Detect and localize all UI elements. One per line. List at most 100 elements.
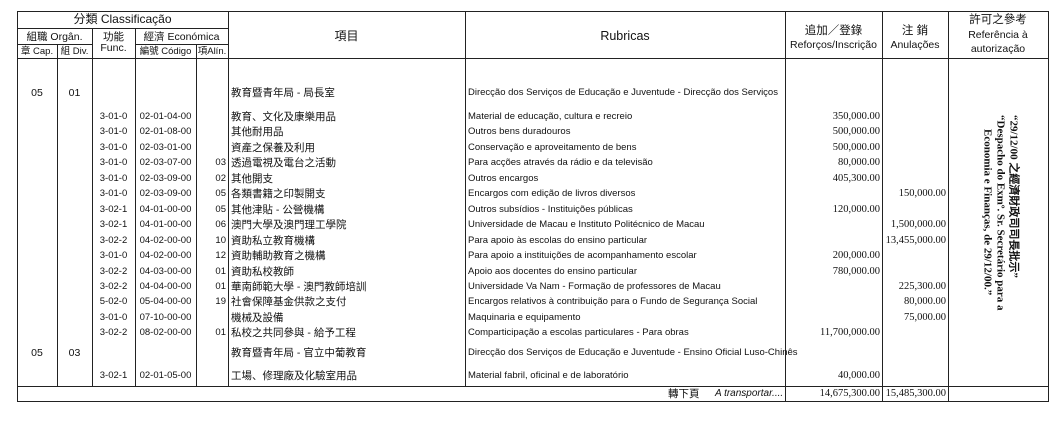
code-cell: 04-02-00-00 (139, 250, 192, 262)
alinea-cell: 02 (215, 172, 226, 184)
header-alinea: 項Alín. (197, 46, 227, 57)
item-zh-cell: 資產之保養及利用 (231, 141, 315, 154)
func-cell: 3-02-2 (99, 265, 128, 277)
authorization-reference: “29/12/00 之經濟財政司司長批示” “Despacho do Exmº.… (981, 115, 1020, 345)
col-line-div (57, 44, 58, 386)
rubrica-cell: Universidade Va Nam - Formação de profes… (468, 280, 721, 292)
item-zh-cell: 透過電視及電台之活動 (231, 157, 336, 170)
code-cell: 02-01-05-00 (139, 370, 192, 381)
header-funcional-pt: Func. (100, 42, 127, 54)
header-div: 組 Div. (60, 46, 89, 57)
header-reforcos-zh: 追加／登錄 (804, 25, 863, 37)
code-cell: 02-03-09-00 (139, 188, 192, 200)
code-cell: 07-10-00-00 (139, 311, 192, 323)
rubrica-cell: Direcção dos Serviços de Educação e Juve… (468, 347, 798, 358)
reforco-cell: 500,000.00 (832, 126, 880, 138)
rubrica-cell: Outros subsídios - Instituições públicas (468, 203, 633, 215)
alinea-cell: 01 (215, 265, 226, 277)
func-cell: 3-01-0 (99, 111, 128, 122)
header-codigo: 編號 Código (139, 46, 192, 57)
border-left (17, 11, 18, 402)
item-zh-cell: 華南師範大學 - 澳門教師培訓 (231, 280, 367, 293)
cap-cell: 05 (31, 87, 43, 99)
alinea-cell: 12 (215, 250, 226, 262)
rubrica-cell: Outros bens duradouros (468, 126, 571, 138)
code-cell: 02-01-08-00 (139, 126, 192, 138)
item-zh-cell: 資助輔助教育之機構 (231, 250, 326, 263)
reforco-cell: 80,000.00 (838, 157, 880, 169)
header-rubricas: Rubricas (600, 29, 650, 43)
item-zh-cell: 資助私立教育機構 (231, 234, 315, 247)
alinea-cell: 05 (215, 188, 226, 200)
anulacao-cell: 150,000.00 (898, 188, 946, 200)
reforco-cell: 405,300.00 (832, 172, 880, 184)
rubrica-cell: Apoio aos docentes do ensino particular (468, 265, 638, 277)
code-cell: 02-03-01-00 (139, 141, 192, 153)
code-cell: 04-01-00-00 (139, 203, 192, 215)
func-cell: 3-02-2 (99, 280, 128, 292)
func-cell: 3-02-2 (99, 234, 128, 246)
footer-total-reforcos: 14,675,300.00 (819, 388, 880, 399)
item-zh-cell: 澳門大學及澳門理工學院 (231, 219, 347, 232)
header-reforcos-pt: Reforços/Inscrição (790, 39, 877, 51)
border-right (1048, 11, 1049, 402)
alinea-cell: 06 (215, 219, 226, 231)
anulacao-cell: 80,000.00 (904, 296, 946, 308)
func-cell: 3-01-0 (99, 141, 128, 153)
item-zh-cell: 社會保障基金供款之支付 (231, 296, 347, 309)
anulacao-cell: 1,500,000.00 (890, 219, 946, 231)
col-line-ref (948, 11, 949, 401)
footer-total-anulacoes: 15,485,300.00 (885, 388, 946, 399)
header-economica: 經濟 Económica (143, 31, 220, 43)
alinea-cell: 01 (215, 280, 226, 292)
rubrica-cell: Comparticipação a escolas particulares -… (468, 327, 689, 339)
item-zh-cell: 教育暨青年局 - 局長室 (231, 87, 335, 99)
rubrica-cell: Encargos com edição de livros diversos (468, 188, 636, 200)
anulacao-cell: 75,000.00 (904, 311, 946, 323)
header-rule-2 (17, 44, 92, 45)
item-zh-cell: 私校之共同參與 - 給予工程 (231, 327, 356, 340)
alinea-cell: 10 (215, 234, 226, 246)
code-cell: 05-04-00-00 (139, 296, 192, 308)
col-line-anulacoes (882, 11, 883, 401)
item-zh-cell: 機械及設備 (231, 311, 284, 324)
code-cell: 04-03-00-00 (139, 265, 192, 277)
func-cell: 3-02-2 (99, 327, 128, 339)
item-zh-cell: 教育暨青年局 - 官立中葡教育 (231, 347, 367, 359)
col-line-code (135, 28, 136, 386)
col-line-alin (196, 44, 197, 386)
header-cap: 章 Cap. (20, 46, 54, 57)
reforco-cell: 500,000.00 (832, 141, 880, 153)
authorization-line-2: “Despacho do Exmº. Sr. Secretário para a (994, 115, 1007, 311)
item-zh-cell: 其他開支 (231, 172, 273, 185)
item-zh-cell: 資助私校教師 (231, 265, 294, 278)
item-zh-cell: 各類書籍之印製開支 (231, 188, 326, 201)
anulacao-cell: 225,300.00 (898, 280, 946, 292)
rubrica-cell: Para acções através da rádio e da televi… (468, 157, 653, 169)
rubrica-cell: Conservação e aproveitamento de bens (468, 141, 637, 153)
reforco-cell: 200,000.00 (832, 250, 880, 262)
func-cell: 3-01-0 (99, 188, 128, 200)
rubrica-cell: Material fabril, oficinal e de laboratór… (468, 370, 629, 381)
border-top (17, 11, 1049, 12)
alinea-cell: 03 (215, 157, 226, 169)
border-bottom (17, 401, 1049, 402)
header-rule-3 (135, 44, 228, 45)
func-cell: 3-01-0 (99, 311, 128, 323)
div-cell: 03 (68, 347, 81, 359)
code-cell: 02-01-04-00 (139, 111, 192, 122)
col-line-func (92, 28, 93, 386)
code-cell: 08-02-00-00 (139, 327, 192, 339)
rubrica-cell: Direcção dos Serviços de Educação e Juve… (468, 87, 778, 98)
footer-label-pt: A transportar.... (715, 388, 784, 399)
footer-label-zh: 轉下頁 (668, 388, 700, 400)
header-anulacoes-pt: Anulações (890, 39, 940, 51)
footer-divider (17, 386, 1049, 387)
anulacao-cell: 13,455,000.00 (885, 234, 946, 246)
header-organica: 組職 Orgân. (26, 31, 83, 43)
func-cell: 3-02-1 (99, 203, 128, 215)
func-cell: 3-01-0 (99, 172, 128, 184)
reforco-cell: 40,000.00 (838, 370, 880, 381)
header-ref-pt1: Referência à (968, 29, 1028, 41)
item-zh-cell: 工場、修理廠及化驗室用品 (231, 370, 357, 382)
